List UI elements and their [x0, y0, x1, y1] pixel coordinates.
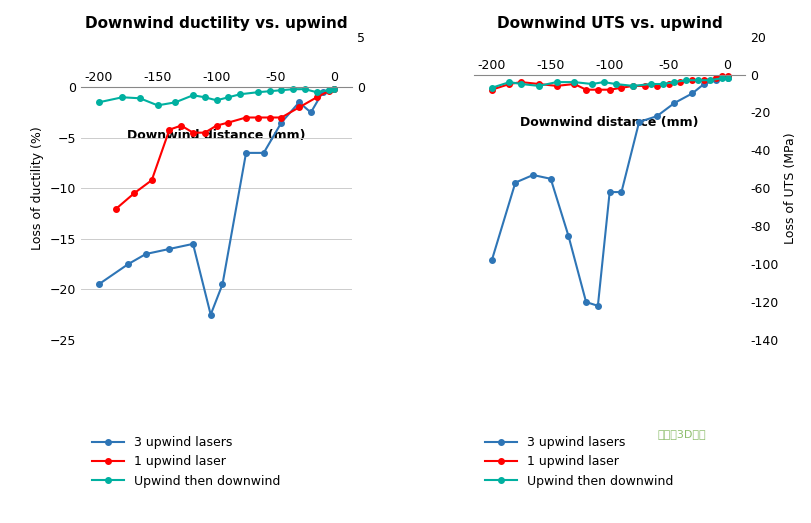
Y-axis label: Loss of UTS (MPa): Loss of UTS (MPa)	[783, 132, 796, 244]
Text: -150: -150	[144, 71, 172, 84]
Legend: 3 upwind lasers, 1 upwind laser, Upwind then downwind: 3 upwind lasers, 1 upwind laser, Upwind …	[480, 431, 677, 493]
X-axis label: Downwind distance (mm): Downwind distance (mm)	[127, 129, 306, 142]
Title: Downwind ductility vs. upwind: Downwind ductility vs. upwind	[85, 16, 347, 31]
Title: Downwind UTS vs. upwind: Downwind UTS vs. upwind	[496, 16, 722, 31]
Text: -150: -150	[536, 59, 564, 72]
Y-axis label: Loss of ductility (%): Loss of ductility (%)	[31, 127, 44, 250]
Text: 0: 0	[723, 59, 731, 72]
Text: -100: -100	[202, 71, 230, 84]
Text: 0: 0	[330, 71, 338, 84]
Text: -50: -50	[265, 71, 285, 84]
Text: -50: -50	[658, 59, 678, 72]
X-axis label: Downwind distance (mm): Downwind distance (mm)	[520, 116, 698, 129]
Legend: 3 upwind lasers, 1 upwind laser, Upwind then downwind: 3 upwind lasers, 1 upwind laser, Upwind …	[87, 431, 285, 493]
Text: 南極熊3D打印: 南極熊3D打印	[657, 429, 706, 439]
Text: -100: -100	[594, 59, 623, 72]
Text: -200: -200	[84, 71, 113, 84]
Text: -200: -200	[477, 59, 505, 72]
